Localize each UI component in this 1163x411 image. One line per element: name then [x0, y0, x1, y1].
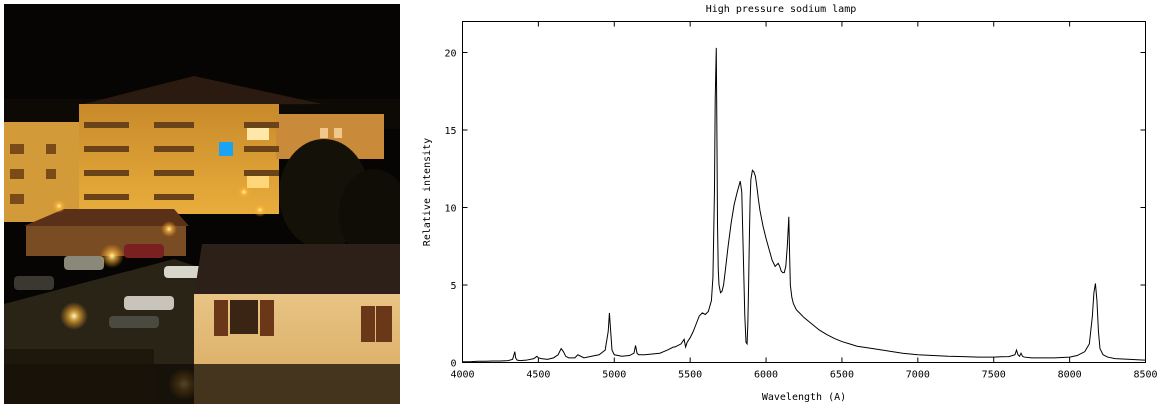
x-axis: 4000 4500 5000 5500 6000 6500 7000 7500 8000 8500 — [450, 21, 1158, 381]
y-tick-label: 15 — [444, 126, 456, 137]
spectrum-series-line — [462, 47, 1146, 363]
x-tick-label: 7000 — [906, 370, 930, 381]
y-tick-label: 10 — [444, 204, 456, 215]
y-axis: 0 5 10 15 20 — [444, 49, 1146, 370]
x-tick-label: 5500 — [678, 370, 702, 381]
x-tick-label: 4500 — [526, 370, 550, 381]
spectrum-chart: High pressure sodium lamp 4000 4500 5000 55… — [422, 4, 1158, 403]
x-tick-label: 6000 — [754, 370, 778, 381]
chart-title: High pressure sodium lamp — [706, 4, 857, 15]
sample-marker — [219, 142, 233, 156]
x-tick-label: 7500 — [982, 370, 1006, 381]
x-tick-label: 6500 — [830, 370, 854, 381]
plot-frame — [462, 21, 1146, 363]
x-tick-label: 8500 — [1133, 370, 1157, 381]
y-tick-label: 5 — [450, 281, 456, 292]
y-axis-label: Relative intensity — [422, 138, 433, 246]
night-building-photo — [4, 4, 400, 404]
x-tick-label: 8000 — [1058, 370, 1082, 381]
x-tick-label: 4000 — [450, 370, 474, 381]
y-tick-label: 20 — [444, 49, 456, 60]
y-tick-label: 0 — [450, 359, 456, 370]
x-axis-label: Wavelength (A) — [762, 392, 846, 403]
x-tick-label: 5000 — [602, 370, 626, 381]
